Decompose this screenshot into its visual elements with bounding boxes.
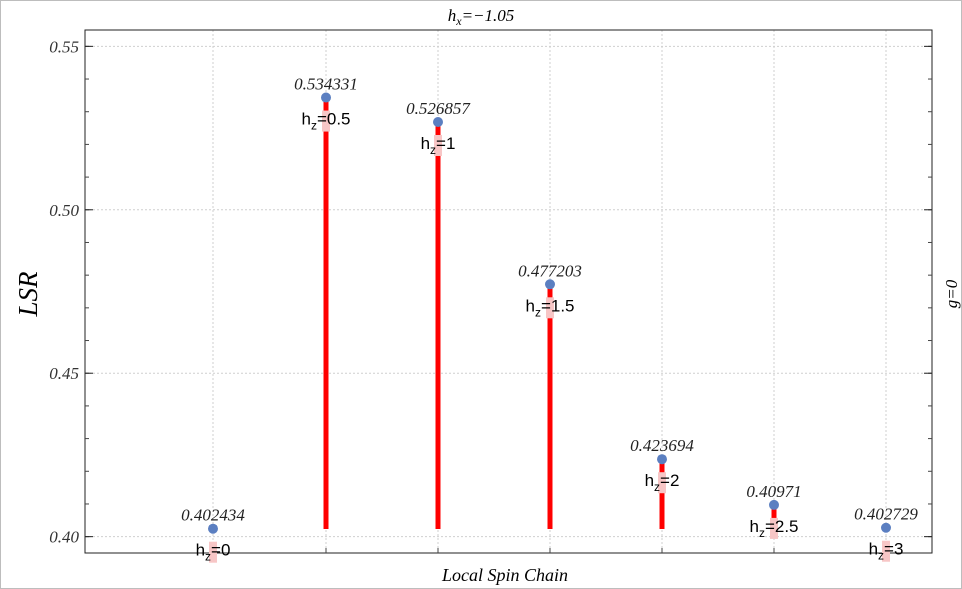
- label-highlight: [209, 541, 217, 563]
- label-highlight: [658, 472, 666, 494]
- title-rest: =−1.05: [462, 6, 515, 25]
- point-label-base: h: [421, 134, 430, 153]
- data-point: [881, 522, 891, 533]
- point-label-rest: =3: [884, 540, 903, 559]
- point-label-rest: =0.5: [317, 110, 351, 129]
- title-base: h: [448, 6, 457, 25]
- point-label-rest: =1.5: [541, 296, 575, 315]
- title-sub: x: [455, 14, 462, 28]
- point-label: hz=0: [196, 541, 231, 564]
- point-label-base: h: [749, 517, 758, 536]
- point-label: hz=0.5: [301, 110, 350, 133]
- data-point: [208, 523, 218, 534]
- y-axis-ticks: 0.40 0.45 0.50 0.55: [49, 37, 932, 553]
- point-label-sub: z: [311, 119, 317, 133]
- y-tick-label: 0.55: [49, 37, 79, 56]
- point-label: hz=1.5: [525, 296, 574, 319]
- data-point: [321, 92, 331, 103]
- point-label: hz=3: [869, 540, 904, 563]
- point-label-sub: z: [205, 550, 211, 564]
- value-label: 0.477203: [518, 261, 582, 280]
- point-label-sub: z: [654, 480, 660, 494]
- data-point: [545, 279, 555, 290]
- point-label-rest: =1: [436, 134, 455, 153]
- value-label: 0.40971: [746, 482, 801, 501]
- point-label-base: h: [196, 541, 205, 560]
- data-point: [657, 454, 667, 465]
- x-axis-label: Local Spin Chain: [441, 565, 568, 585]
- y-tick-label: 0.40: [49, 528, 79, 547]
- value-label: 0.526857: [406, 99, 471, 118]
- point-label-base: h: [645, 471, 654, 490]
- label-highlight: [770, 517, 778, 539]
- value-label: 0.402434: [181, 506, 245, 525]
- point-label-rest: =2: [660, 471, 679, 490]
- label-highlight: [546, 297, 554, 319]
- chart-title: hx=−1.05: [448, 6, 515, 28]
- point-label-sub: z: [430, 143, 436, 157]
- right-frame-label: g=0: [942, 279, 961, 308]
- label-highlight: [434, 134, 442, 156]
- y-tick-label: 0.50: [49, 201, 79, 220]
- y-axis-label: LSR: [13, 271, 43, 318]
- point-label-sub: z: [878, 549, 884, 563]
- point-label-sub: z: [759, 526, 765, 540]
- value-label: 0.534331: [294, 75, 358, 94]
- point-label-rest: =2.5: [765, 517, 799, 536]
- point-label-base: h: [301, 110, 310, 129]
- label-highlight: [322, 110, 330, 132]
- point-label-base: h: [869, 540, 878, 559]
- point-label-rest: =0: [211, 541, 230, 560]
- y-tick-label: 0.45: [49, 364, 79, 383]
- label-highlight: [882, 540, 890, 562]
- data-point: [433, 116, 443, 127]
- grid-lines: [85, 30, 932, 553]
- data-point: [769, 499, 779, 510]
- point-label-base: h: [525, 296, 534, 315]
- value-label: 0.423694: [630, 436, 694, 455]
- point-label: hz=1: [421, 134, 456, 157]
- plot-frame: [84, 29, 933, 554]
- point-label-sub: z: [535, 305, 541, 319]
- value-label: 0.402729: [854, 505, 918, 524]
- data-marks: hz=00.402434hz=0.50.534331hz=10.526857hz…: [181, 75, 918, 564]
- point-label: hz=2.5: [749, 517, 798, 540]
- point-label: hz=2: [645, 471, 680, 494]
